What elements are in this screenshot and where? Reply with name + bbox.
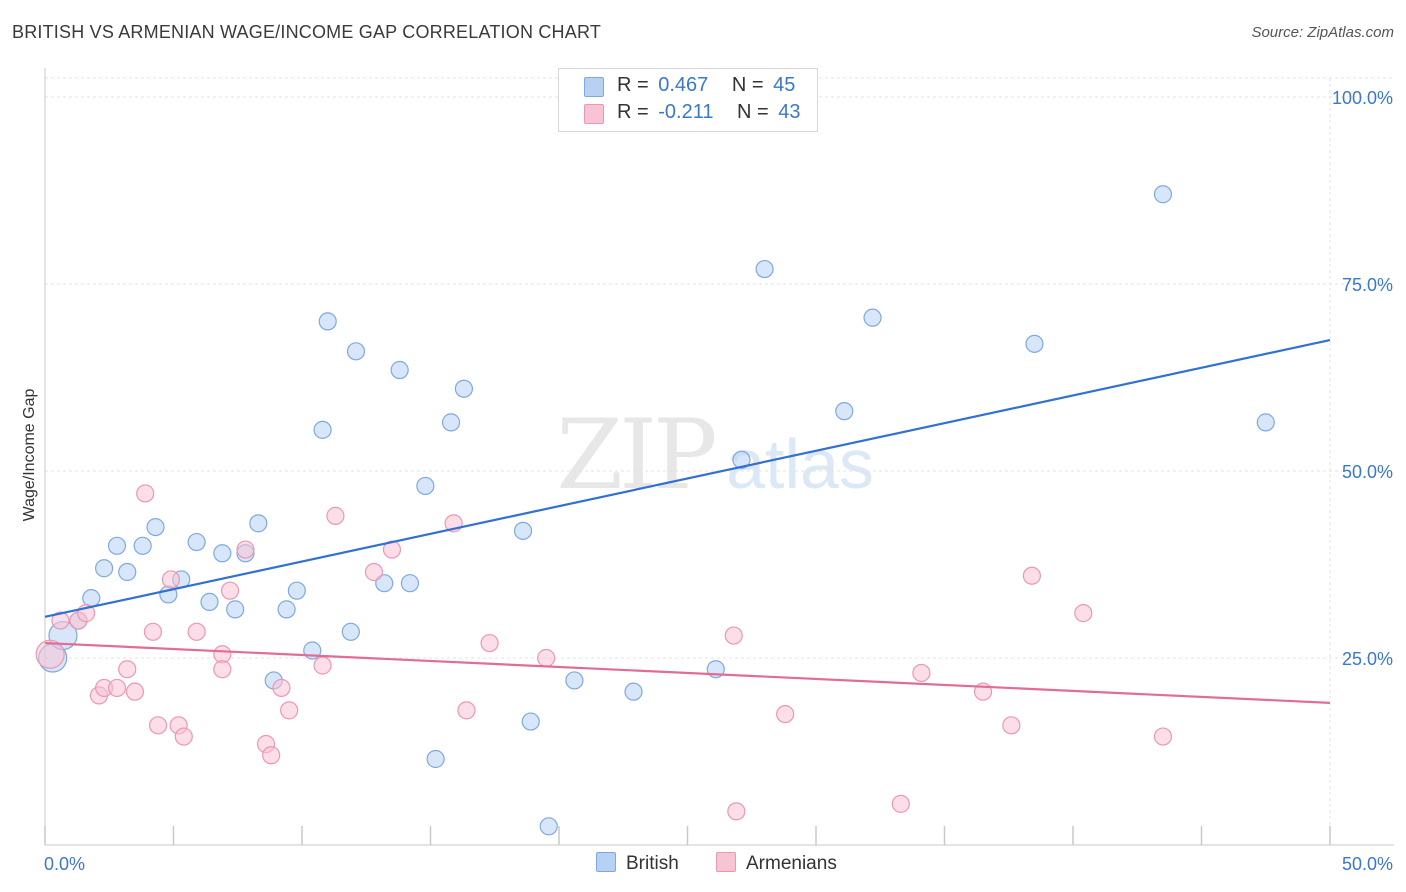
- armenian-point: [262, 746, 281, 765]
- y-tick-label: 100.0%: [1332, 88, 1393, 108]
- british-point: [346, 342, 366, 361]
- british-point: [1153, 185, 1173, 204]
- armenian-point: [161, 570, 181, 589]
- x-tick-label: 50.0%: [1342, 854, 1393, 874]
- legend-item-armenians: Armenians: [716, 852, 837, 875]
- british-point: [565, 671, 584, 690]
- british-point: [277, 600, 296, 619]
- correlation-legend: R = 0.467 N = 45 R = -0.211 N = 43: [558, 68, 818, 132]
- british-point: [95, 559, 114, 578]
- british-point: [390, 360, 409, 380]
- armenian-point: [480, 633, 499, 653]
- british-point: [200, 592, 219, 612]
- british-point: [318, 312, 337, 331]
- british-r-value: 0.467: [658, 74, 709, 96]
- british-point: [187, 532, 206, 552]
- legend-item-british: British: [596, 852, 679, 875]
- armenian-point: [912, 663, 931, 683]
- british-point: [624, 682, 643, 701]
- armenian-point: [1153, 727, 1173, 746]
- armenian-point: [272, 678, 291, 698]
- armenian-legend-swatch: [716, 852, 736, 872]
- armenian-point: [107, 678, 127, 698]
- british-point: [313, 420, 332, 439]
- british-swatch: [584, 77, 604, 97]
- armenian-point: [51, 611, 70, 630]
- y-tick-label: 25.0%: [1342, 649, 1393, 669]
- british-point: [226, 600, 245, 619]
- british-point: [755, 259, 774, 279]
- armenian-legend-label: Armenians: [746, 853, 837, 874]
- r-label: R =: [617, 74, 649, 96]
- armenian-point: [326, 506, 345, 525]
- british-point: [416, 476, 435, 496]
- armenian-point: [118, 660, 137, 679]
- armenian-point: [220, 581, 240, 600]
- british-point: [513, 521, 533, 540]
- british-legend-swatch: [596, 852, 616, 872]
- armenian-point: [280, 701, 299, 720]
- armenian-point: [1002, 716, 1021, 735]
- armenian-point: [724, 626, 743, 645]
- british-trend-line: [44, 339, 1331, 618]
- armenian-point: [1074, 604, 1093, 623]
- armenian-n-value: 43: [778, 101, 801, 123]
- armenian-point: [143, 622, 163, 641]
- armenian-swatch: [584, 104, 604, 124]
- armenian-r-value: -0.211: [658, 101, 714, 123]
- british-point: [249, 514, 268, 533]
- british-point: [107, 536, 127, 555]
- british-n-value: 45: [773, 74, 796, 96]
- armenian-point: [187, 622, 206, 641]
- source-credit: Source: ZipAtlas.com: [1251, 24, 1394, 41]
- british-point: [375, 574, 394, 593]
- british-point: [146, 517, 165, 537]
- british-point: [133, 536, 152, 555]
- armenian-point: [174, 727, 193, 746]
- armenian-point: [236, 540, 255, 559]
- armenian-point: [776, 704, 795, 724]
- r-label: R =: [617, 101, 649, 123]
- british-point: [441, 413, 461, 432]
- armenian-point: [148, 716, 168, 735]
- british-point: [454, 379, 474, 398]
- y-tick-label: 75.0%: [1342, 275, 1393, 295]
- armenian-point: [727, 802, 746, 821]
- british-point: [1256, 413, 1275, 432]
- british-point: [400, 574, 420, 593]
- british-point: [732, 450, 751, 469]
- british-point: [521, 712, 540, 731]
- armenian-point: [313, 656, 332, 675]
- armenian-point: [136, 484, 155, 503]
- british-point: [863, 308, 882, 327]
- watermark-zip: ZIP: [556, 399, 715, 511]
- british-point: [213, 544, 232, 563]
- british-point: [341, 622, 360, 641]
- armenian-point: [213, 660, 232, 679]
- n-label: N =: [737, 101, 769, 123]
- x-tick-label: 0.0%: [44, 854, 85, 874]
- british-point: [539, 817, 558, 836]
- armenian-trend-line: [44, 641, 1331, 704]
- armenian-point: [35, 639, 65, 669]
- armenian-point: [125, 682, 145, 701]
- british-point: [1025, 334, 1044, 353]
- n-label: N =: [731, 74, 764, 96]
- armenian-point: [457, 701, 476, 720]
- british-point: [835, 402, 854, 421]
- british-legend-label: British: [626, 853, 679, 874]
- chart-title: BRITISH VS ARMENIAN WAGE/INCOME GAP CORR…: [12, 22, 602, 42]
- armenian-point: [891, 794, 910, 813]
- armenian-point: [537, 648, 556, 668]
- y-tick-label: 50.0%: [1342, 462, 1393, 482]
- british-point: [287, 581, 306, 600]
- british-point: [426, 749, 445, 769]
- armenian-point: [1022, 566, 1041, 585]
- armenian-point: [364, 562, 384, 582]
- british-point: [118, 562, 137, 582]
